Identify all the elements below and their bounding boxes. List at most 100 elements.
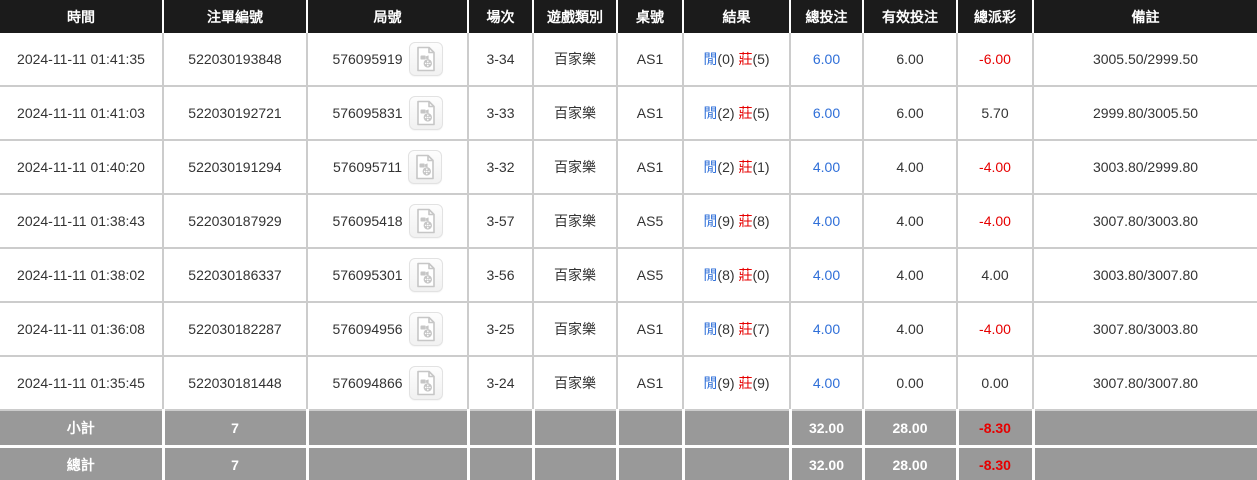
- time-value: 2024-11-11 01:38:02: [17, 267, 145, 283]
- cell-total-bet[interactable]: 4.00: [790, 248, 864, 303]
- footer-total-payout: -8.30: [979, 420, 1011, 436]
- result-player-value: (8): [717, 267, 735, 283]
- round-cell-content: 576095919: [310, 42, 465, 76]
- game-type-value: 百家樂: [554, 51, 596, 67]
- cell-remark: 3005.50/2999.50: [1033, 33, 1257, 87]
- total-bet-value: 4.00: [812, 267, 841, 283]
- cell-total-bet[interactable]: 6.00: [790, 86, 864, 141]
- cell-round: 576094866: [307, 356, 469, 411]
- video-playback-button[interactable]: [408, 312, 443, 346]
- result-banker-label: 莊: [738, 321, 753, 337]
- time-value: 2024-11-11 01:41:35: [17, 51, 145, 67]
- video-file-icon: [416, 154, 434, 180]
- cell-time: 2024-11-11 01:40:20: [0, 140, 164, 195]
- footer-valid-bet-cell: 28.00: [863, 446, 959, 480]
- round-number: 576095418: [332, 213, 403, 229]
- footer-empty-round: [307, 446, 470, 480]
- cell-total-bet[interactable]: 6.00: [790, 33, 864, 87]
- cell-time: 2024-11-11 01:38:43: [0, 194, 164, 249]
- bet-id-value: 522030181448: [188, 375, 282, 391]
- cell-round: 576095418: [307, 194, 469, 249]
- cell-bet-id: 522030181448: [163, 356, 308, 411]
- column-header-table-no: 桌號: [617, 0, 684, 33]
- result-player-value: (0): [717, 51, 735, 67]
- total-payout-value: 5.70: [981, 105, 1009, 121]
- footer-total-bet-cell: 32.00: [790, 446, 865, 480]
- cell-total-bet[interactable]: 4.00: [790, 356, 864, 411]
- video-file-icon: [416, 262, 435, 288]
- cell-game-type: 百家樂: [533, 248, 618, 303]
- video-playback-button[interactable]: [408, 366, 443, 400]
- round-number: 576094956: [332, 321, 403, 337]
- cell-table-no: AS1: [617, 33, 684, 87]
- table-row: 2024-11-11 01:38:02 522030186337 576095301…: [0, 248, 1257, 303]
- cell-total-bet[interactable]: 4.00: [790, 140, 864, 195]
- result-banker-label: 莊: [738, 267, 753, 283]
- time-value: 2024-11-11 01:41:03: [17, 105, 145, 121]
- round-cell-content: 576095831: [310, 96, 465, 130]
- column-header-valid-bet: 有效投注: [863, 0, 958, 33]
- footer-total-bet: 32.00: [808, 457, 845, 473]
- round-cell-content: 576095301: [310, 258, 465, 292]
- game-type-value: 百家樂: [554, 213, 596, 229]
- cell-result: 閒(9) 莊(8): [683, 194, 791, 249]
- cell-result: 閒(2) 莊(1): [683, 140, 791, 195]
- round-cell-content: 576094956: [310, 312, 465, 346]
- cell-session: 3-34: [468, 33, 534, 87]
- round-number: 576095831: [332, 105, 403, 121]
- valid-bet-value: 4.00: [896, 321, 924, 337]
- footer-empty-game-type: [533, 410, 619, 448]
- footer-count-cell: 7: [163, 446, 309, 480]
- table-row: 2024-11-11 01:41:03 522030192721 576095831…: [0, 86, 1257, 141]
- cell-result: 閒(0) 莊(5): [683, 33, 791, 87]
- video-playback-button[interactable]: [408, 150, 443, 184]
- total-bet-value: 4.00: [812, 375, 841, 391]
- table-no-value: AS1: [636, 321, 664, 337]
- total-payout-value: -4.00: [979, 213, 1011, 229]
- total-payout-value: 4.00: [981, 267, 1009, 283]
- remark-value: 3007.80/3003.80: [1092, 321, 1199, 337]
- cell-result: 閒(8) 莊(7): [683, 302, 791, 357]
- total-bet-value: 4.00: [812, 213, 841, 229]
- video-playback-button[interactable]: [408, 258, 443, 292]
- video-playback-button[interactable]: [408, 204, 443, 238]
- video-file-icon: [416, 100, 435, 126]
- footer-count-cell: 7: [163, 410, 309, 448]
- session-value: 3-25: [486, 321, 515, 337]
- footer-count: 7: [231, 420, 239, 436]
- table-row: 2024-11-11 01:36:08 522030182287 576094956…: [0, 302, 1257, 357]
- cell-total-bet[interactable]: 4.00: [790, 302, 864, 357]
- game-type-value: 百家樂: [554, 321, 596, 337]
- table-no-value: AS1: [636, 51, 664, 67]
- game-type-value: 百家樂: [554, 267, 596, 283]
- result-banker-label: 莊: [738, 105, 753, 121]
- cell-round: 576095301: [307, 248, 469, 303]
- video-playback-button[interactable]: [408, 42, 443, 76]
- column-header-total-bet: 總投注: [790, 0, 864, 33]
- column-header-bet-id: 注單編號: [163, 0, 308, 33]
- result-player-value: (9): [717, 375, 735, 391]
- valid-bet-value: 6.00: [896, 105, 924, 121]
- session-value: 3-56: [486, 267, 515, 283]
- table-no-value: AS1: [636, 375, 664, 391]
- result-banker-value: (0): [752, 267, 770, 283]
- video-playback-button[interactable]: [408, 96, 443, 130]
- round-number: 576095919: [332, 51, 403, 67]
- footer-empty-session: [468, 446, 535, 480]
- round-number: 576094866: [332, 375, 403, 391]
- cell-total-bet[interactable]: 4.00: [790, 194, 864, 249]
- game-type-value: 百家樂: [554, 105, 596, 121]
- footer-label-cell: 總計: [0, 446, 165, 480]
- table-header-row: 時間 注單編號 局號 場次 遊戲類別 桌號 結果 總投注 有效投注 總派彩 備註: [0, 0, 1257, 33]
- result-player-label: 閒: [703, 105, 718, 121]
- footer-label-cell: 小計: [0, 410, 165, 448]
- result-player-label: 閒: [703, 267, 718, 283]
- footer-valid-bet: 28.00: [892, 457, 928, 473]
- valid-bet-value: 6.00: [896, 51, 924, 67]
- footer-empty-session: [468, 410, 535, 448]
- footer-empty-table-no: [617, 446, 685, 480]
- footer-empty-game-type: [533, 446, 619, 480]
- bet-id-value: 522030192721: [188, 105, 282, 121]
- round-cell-content: 576095418: [310, 204, 465, 238]
